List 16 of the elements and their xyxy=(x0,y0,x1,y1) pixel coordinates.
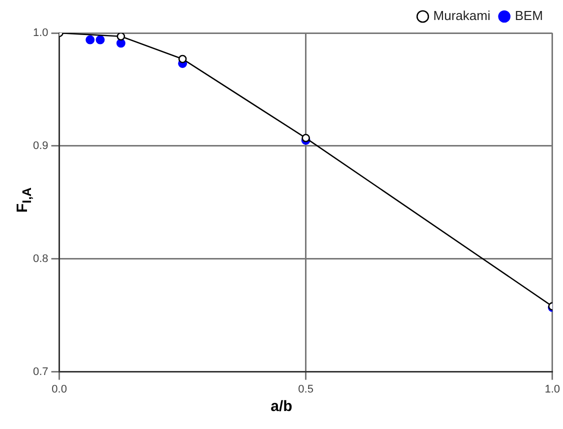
point xyxy=(178,54,187,64)
point xyxy=(302,134,310,142)
y-tick-label: 0.9 xyxy=(32,140,48,152)
y-tick-label: 1.0 xyxy=(32,27,48,40)
y-tick-label: 0.8 xyxy=(32,252,48,265)
legend-label: BEM xyxy=(514,8,543,24)
x-tick-label: 1.0 xyxy=(544,383,560,396)
x-axis-title: a/b xyxy=(270,398,294,415)
point xyxy=(96,35,105,44)
y-tick-label: 0.7 xyxy=(32,366,48,378)
point xyxy=(116,38,126,48)
x-tick-label: 0.0 xyxy=(52,383,67,396)
legend-label: Murakami xyxy=(433,8,490,24)
point xyxy=(116,33,126,41)
point xyxy=(86,35,95,44)
x-tick-label: 0.5 xyxy=(298,383,314,396)
